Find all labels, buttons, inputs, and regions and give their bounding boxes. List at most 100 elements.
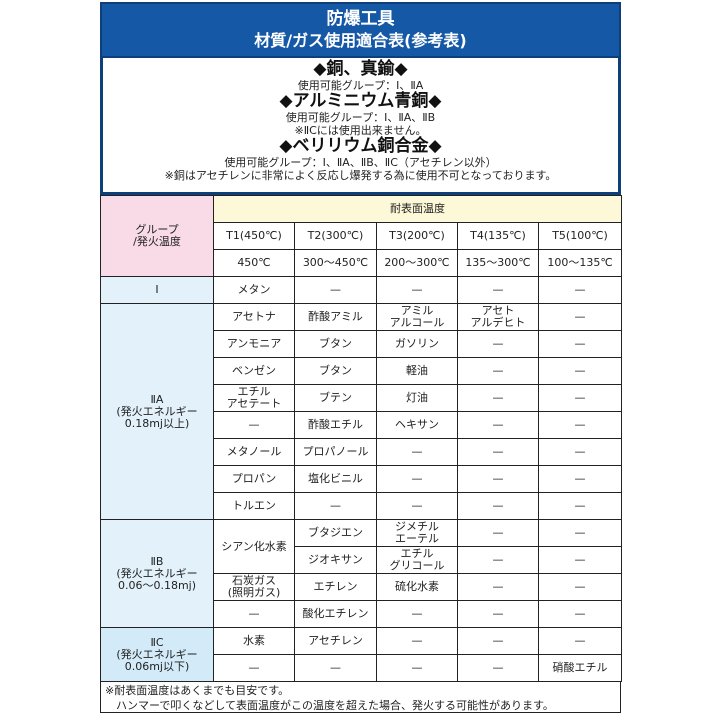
gas-cell: —	[537, 519, 623, 547]
group-label-cell: ⅡC (発火エネルギー 0.06mj以下)	[100, 627, 214, 682]
table-row: プロパン 塩化ビニル — — —	[101, 465, 623, 493]
gas-cell: —	[457, 654, 539, 682]
material-note: 使用可能グループ：Ⅰ、ⅡA	[297, 79, 424, 92]
gas-cell: アミル アルコール	[376, 303, 458, 331]
gas-cell: —	[376, 600, 458, 628]
gas-cell: —	[457, 573, 539, 601]
table-row: メタノール プロパノール — — —	[101, 438, 623, 466]
gas-cell: —	[376, 276, 458, 304]
materials-box: ◆銅、真鍮◆ 使用可能グループ：Ⅰ、ⅡA ◆アルミニウム青銅◆ 使用可能グループ：Ⅰ、…	[100, 56, 621, 195]
gas-cell: 灯油	[376, 384, 458, 412]
gas-cell: —	[294, 276, 377, 304]
gas-cell: メタノール	[213, 438, 295, 466]
gas-cell: 酢酸エチル	[294, 411, 377, 439]
group-label-cell: ⅡB (発火エネルギー 0.06～0.18mj)	[100, 519, 214, 628]
gas-cell: ブタン	[294, 357, 377, 385]
page-subtitle: 材質/ガス使用適合表(参考表)	[254, 31, 467, 50]
gas-cell: プロパン	[213, 465, 295, 493]
gas-cell: ガソリン	[376, 330, 458, 358]
gas-cell: —	[213, 411, 295, 439]
gas-cell: ベンゼン	[213, 357, 295, 385]
gas-cell: —	[457, 330, 539, 358]
gas-cell: —	[537, 573, 623, 601]
table-row: ⅡB (発火エネルギー 0.06～0.18mj) シアン化水素 ブタジエン ジメチル …	[100, 519, 623, 628]
gas-cell: ジオキサン	[294, 546, 377, 574]
gas-cell: —	[457, 384, 539, 412]
gas-cell: ヘキサン	[376, 411, 458, 439]
gas-cell: —	[537, 276, 623, 304]
material-heading: ◆アルミニウム青銅◆	[279, 91, 442, 111]
material-heading: ◆ベリリウム銅合金◆	[279, 136, 442, 156]
gas-cell: —	[537, 492, 623, 520]
gas-cell: —	[457, 276, 539, 304]
gas-cell: —	[457, 546, 539, 574]
gas-cell: 酸化エチレン	[294, 600, 377, 628]
table-row: ⅡC (発火エネルギー 0.06mj以下) 水素 アセチレン — — —	[100, 627, 623, 682]
gas-cell: エチル アセテート	[213, 384, 295, 412]
gas-cell: 硝酸エチル	[537, 654, 623, 682]
table-row: ジオキサン エチル グリコール — —	[101, 546, 623, 574]
gas-cell: —	[537, 303, 623, 331]
group-label-cell: Ⅰ	[100, 276, 214, 304]
gas-cell: —	[537, 627, 623, 655]
gas-cell: アセト アルデヒト	[457, 303, 539, 331]
title-banner: 防爆工具 材質/ガス使用適合表(参考表)	[100, 2, 621, 56]
gas-cell: —	[537, 384, 623, 412]
gas-cell: —	[457, 438, 539, 466]
gas-cell: エチレン	[294, 573, 377, 601]
gas-cell: —	[537, 600, 623, 628]
table-row: ⅡA (発火エネルギー 0.18mj以上) アセトナ 酢酸アミル アミル アルコールア…	[100, 303, 623, 520]
table-row: — — — — 硝酸エチル	[101, 654, 623, 682]
gas-compatibility-table: グループ /発火温度 耐表面温度 T1(450℃) T2(300℃) T3(200℃) T…	[100, 195, 623, 682]
gas-cell: アセトナ	[213, 303, 295, 331]
temp-range-cell: 300～450℃	[294, 249, 377, 277]
gas-cell: —	[537, 330, 623, 358]
page-title: 防爆工具	[326, 9, 395, 29]
header-row: グループ /発火温度 耐表面温度	[100, 195, 623, 277]
gas-cell: —	[376, 654, 458, 682]
gas-cell: —	[376, 465, 458, 493]
gas-cell: —	[537, 546, 623, 574]
gas-cell: ジメチル エーテル	[376, 519, 458, 547]
gas-cell: —	[537, 438, 623, 466]
gas-cell: 硫化水素	[376, 573, 458, 601]
gas-cell: —	[294, 654, 377, 682]
gas-cell: —	[537, 357, 623, 385]
gas-cell: —	[457, 600, 539, 628]
temp-class-cell: T5(100℃)	[537, 222, 623, 250]
temp-range-cell: 135～300℃	[457, 249, 539, 277]
gas-cell: ブタン	[294, 330, 377, 358]
gas-cell: —	[537, 411, 623, 439]
gas-cell: 塩化ビニル	[294, 465, 377, 493]
group-header-cell: グループ /発火温度	[100, 195, 214, 277]
gas-cell: —	[376, 492, 458, 520]
group-label-cell: ⅡA (発火エネルギー 0.18mj以上)	[100, 303, 214, 520]
temp-range-cell: 200～300℃	[376, 249, 458, 277]
gas-cell: トルエン	[213, 492, 295, 520]
material-note: 使用可能グループ：Ⅰ、ⅡA、ⅡB	[285, 111, 436, 124]
material-note: ※銅はアセチレンに非常によく反応し爆発する為に使用不可となっております。	[164, 169, 557, 182]
temp-class-cell: T3(200℃)	[376, 222, 458, 250]
temp-class-cell: T2(300℃)	[294, 222, 377, 250]
gas-cell: —	[376, 627, 458, 655]
material-note: ※ⅡCには使用出来ません。	[294, 124, 427, 137]
gas-cell: エチル グリコール	[376, 546, 458, 574]
temp-range-cell: 450℃	[213, 249, 295, 277]
gas-cell: ブテン	[294, 384, 377, 412]
gas-cell: —	[457, 519, 539, 547]
gas-cell: —	[376, 438, 458, 466]
gas-cell: —	[457, 411, 539, 439]
gas-cell: —	[294, 492, 377, 520]
temp-range-row: 450℃ 300～450℃ 200～300℃ 135～300℃ 100～135℃	[101, 249, 623, 277]
gas-cell: 酢酸アミル	[294, 303, 377, 331]
gas-cell: —	[213, 600, 295, 628]
material-heading: ◆銅、真鍮◆	[313, 59, 408, 79]
table-row: 石炭ガス (照明ガス) エチレン 硫化水素 — —	[101, 573, 623, 601]
compatibility-sheet: 防爆工具 材質/ガス使用適合表(参考表) ◆銅、真鍮◆ 使用可能グループ：Ⅰ、ⅡA…	[100, 2, 623, 713]
gas-cell: ブタジエン	[294, 519, 377, 547]
gas-cell: アセチレン	[294, 627, 377, 655]
gas-cell: プロパノール	[294, 438, 377, 466]
gas-cell: —	[457, 357, 539, 385]
footnote: ※耐表面温度はあくまでも目安です。 ハンマーで叩くなどして表面温度がこの温度を超…	[100, 682, 621, 713]
gas-cell: —	[457, 492, 539, 520]
